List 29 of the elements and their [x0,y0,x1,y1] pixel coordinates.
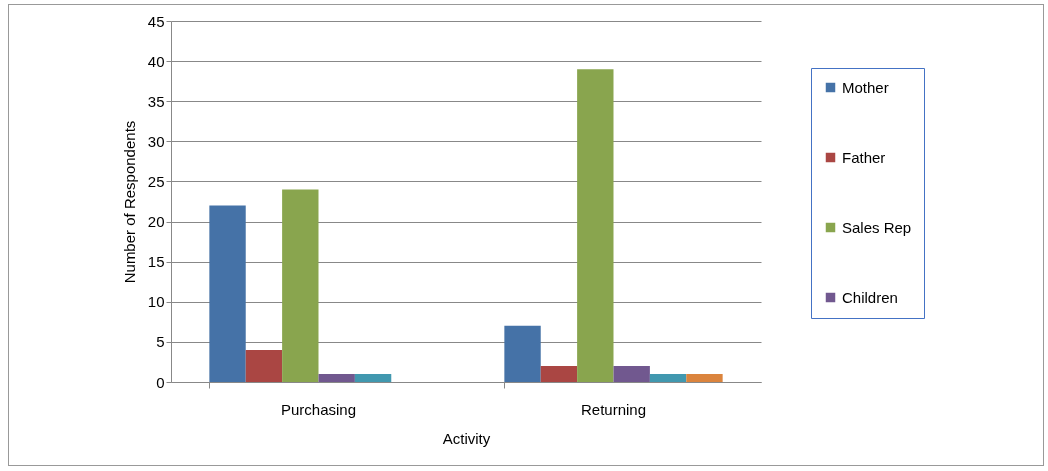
bar [686,373,723,382]
bar [613,365,650,382]
legend-label: Mother [842,78,889,96]
bar [354,373,392,382]
y-tick-label: 0 [156,373,165,391]
bar [209,205,246,382]
y-tick-label: 5 [156,333,165,351]
y-axis-title: Number of Respondents [120,120,138,284]
x-tick-label: Returning [580,400,647,418]
bar [504,325,541,382]
y-tick-label: 45 [147,12,165,30]
y-tick-label: 20 [147,213,165,231]
y-tick-label: 25 [147,172,165,190]
y-tick-label: 15 [147,253,165,271]
bar [577,69,614,382]
bar [649,373,687,382]
x-tick-label: Purchasing [280,400,357,418]
bar [540,365,578,382]
x-axis-title: Activity [442,429,491,447]
legend-label: Children [842,288,898,306]
bar [318,373,355,382]
bar [282,189,319,382]
y-tick-label: 35 [147,92,165,110]
y-tick-label: 10 [147,293,165,311]
bar [245,349,283,382]
legend-label: Sales Rep [842,218,912,236]
y-tick-label: 40 [147,52,165,70]
y-tick-label: 30 [147,132,165,150]
legend-label: Father [842,148,886,166]
